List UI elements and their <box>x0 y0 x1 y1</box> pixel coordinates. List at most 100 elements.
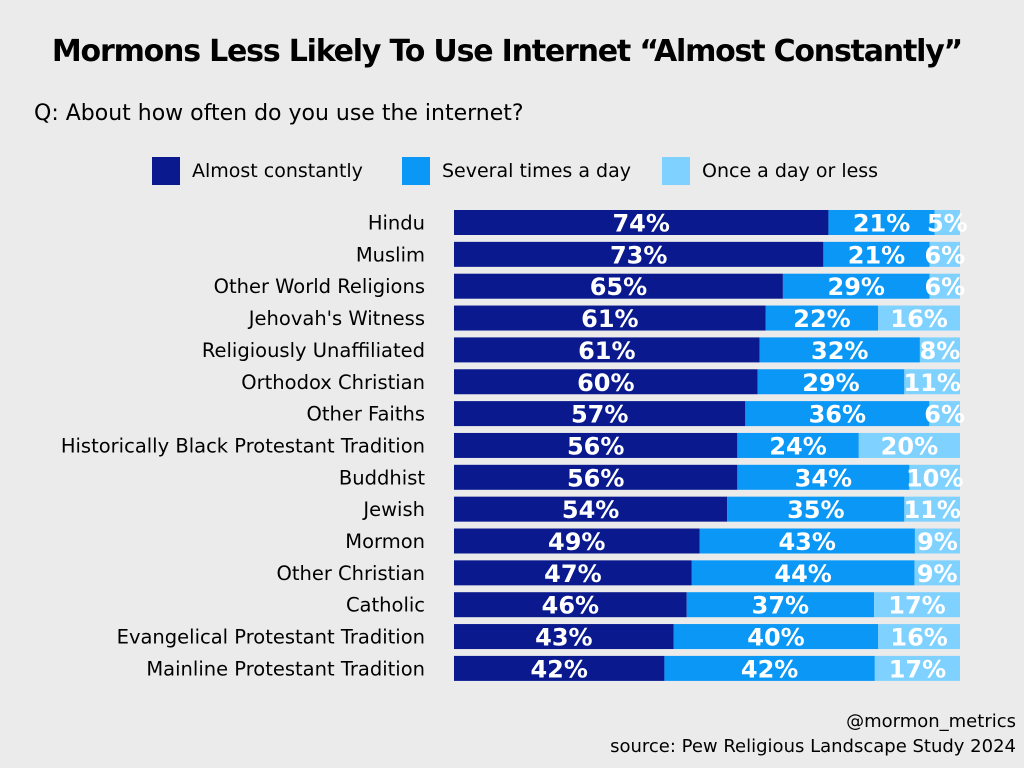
bar-mormon-once-a-day-or-less <box>914 528 960 554</box>
legend-label-almost-constantly: Almost constantly <box>192 160 363 182</box>
bar-mormon-several-times-a-day <box>699 528 915 554</box>
data-label-muslim-once-a-day-or-less: 6% <box>924 241 965 269</box>
data-label-mormon-once-a-day-or-less: 9% <box>917 528 958 556</box>
bar-religiously-unaffiliated-once-a-day-or-less <box>919 337 960 363</box>
bar-catholic-several-times-a-day <box>686 592 874 618</box>
data-label-jewish-several-times-a-day: 35% <box>787 496 844 524</box>
data-label-evangelical-protestant-tradition-several-times-a-day: 40% <box>747 624 804 652</box>
data-label-orthodox-christian-several-times-a-day: 29% <box>802 369 859 397</box>
bar-orthodox-christian-once-a-day-or-less <box>904 369 960 395</box>
bar-other-world-religions-once-a-day-or-less <box>929 273 960 299</box>
data-label-historically-black-protestant-tradition-almost-constantly: 56% <box>567 432 624 460</box>
bar-evangelical-protestant-tradition-once-a-day-or-less <box>878 624 960 650</box>
bar-other-faiths-several-times-a-day <box>745 401 930 427</box>
data-label-hindu-almost-constantly: 74% <box>612 210 669 238</box>
category-label-buddhist: Buddhist <box>339 466 425 489</box>
bar-other-faiths-once-a-day-or-less <box>929 401 960 427</box>
data-label-muslim-almost-constantly: 73% <box>610 241 667 269</box>
legend: Almost constantly Several times a day On… <box>0 0 1024 185</box>
bar-catholic-almost-constantly <box>454 592 687 618</box>
data-label-other-faiths-almost-constantly: 57% <box>571 401 628 429</box>
bar-evangelical-protestant-tradition-several-times-a-day <box>673 624 879 650</box>
data-label-mainline-protestant-tradition-several-times-a-day: 42% <box>741 655 798 683</box>
bar-hindu-once-a-day-or-less <box>934 210 960 235</box>
data-label-other-christian-several-times-a-day: 44% <box>774 560 831 588</box>
bar-jehovah-s-witness-once-a-day-or-less <box>878 305 960 331</box>
category-label-other-christian: Other Christian <box>276 562 425 585</box>
legend-label-several-times-a-day: Several times a day <box>442 160 631 182</box>
bar-historically-black-protestant-tradition-almost-constantly <box>454 432 738 458</box>
data-label-mainline-protestant-tradition-almost-constantly: 42% <box>530 655 587 683</box>
bar-orthodox-christian-several-times-a-day <box>757 369 905 395</box>
data-label-jehovah-s-witness-once-a-day-or-less: 16% <box>890 305 947 333</box>
chart-subtitle: Q: About how often do you use the intern… <box>34 101 524 126</box>
bar-jewish-almost-constantly <box>454 496 728 522</box>
data-label-buddhist-almost-constantly: 56% <box>567 464 624 492</box>
chart-title: Mormons Less Likely To Use Internet “Alm… <box>51 34 963 69</box>
category-label-orthodox-christian: Orthodox Christian <box>241 371 425 394</box>
data-label-mormon-almost-constantly: 49% <box>548 528 605 556</box>
data-label-jewish-once-a-day-or-less: 11% <box>903 496 960 524</box>
data-label-evangelical-protestant-tradition-almost-constantly: 43% <box>535 624 592 652</box>
bar-hindu-almost-constantly <box>454 210 829 235</box>
data-label-orthodox-christian-once-a-day-or-less: 11% <box>903 369 960 397</box>
bar-other-christian-almost-constantly <box>454 560 692 586</box>
bar-mainline-protestant-tradition-once-a-day-or-less <box>874 655 960 681</box>
bar-hindu-several-times-a-day <box>828 210 935 235</box>
legend-entry-almost-constantly: Almost constantly <box>152 156 363 186</box>
bar-mainline-protestant-tradition-almost-constantly <box>454 655 665 681</box>
category-label-hindu: Hindu <box>368 212 425 235</box>
data-label-jehovah-s-witness-several-times-a-day: 22% <box>793 305 850 333</box>
data-label-hindu-once-a-day-or-less: 5% <box>927 210 968 238</box>
bar-other-christian-several-times-a-day <box>691 560 915 586</box>
category-label-muslim: Muslim <box>356 243 425 266</box>
data-label-other-world-religions-several-times-a-day: 29% <box>828 273 885 301</box>
data-label-historically-black-protestant-tradition-several-times-a-day: 24% <box>769 432 826 460</box>
data-label-catholic-almost-constantly: 46% <box>542 592 599 620</box>
data-label-buddhist-several-times-a-day: 34% <box>795 464 852 492</box>
bar-historically-black-protestant-tradition-once-a-day-or-less <box>858 432 960 458</box>
category-label-jewish: Jewish <box>361 498 425 521</box>
data-label-catholic-once-a-day-or-less: 17% <box>888 592 945 620</box>
bar-historically-black-protestant-tradition-several-times-a-day <box>737 432 859 458</box>
bar-other-faiths-almost-constantly <box>454 401 746 427</box>
data-label-orthodox-christian-almost-constantly: 60% <box>577 369 634 397</box>
bar-evangelical-protestant-tradition-almost-constantly <box>454 624 674 650</box>
bar-other-world-religions-almost-constantly <box>454 273 783 299</box>
data-label-jehovah-s-witness-almost-constantly: 61% <box>581 305 638 333</box>
bar-jehovah-s-witness-almost-constantly <box>454 305 766 331</box>
data-label-jewish-almost-constantly: 54% <box>562 496 619 524</box>
legend-swatch-once-a-day-or-less <box>662 157 690 185</box>
bar-buddhist-almost-constantly <box>454 464 738 490</box>
data-label-hindu-several-times-a-day: 21% <box>853 210 910 238</box>
bar-jehovah-s-witness-several-times-a-day <box>765 305 879 331</box>
data-label-mainline-protestant-tradition-once-a-day-or-less: 17% <box>889 655 946 683</box>
data-label-religiously-unaffiliated-almost-constantly: 61% <box>578 337 635 365</box>
data-label-catholic-several-times-a-day: 37% <box>752 592 809 620</box>
data-label-buddhist-once-a-day-or-less: 10% <box>906 464 963 492</box>
category-label-other-world-religions: Other World Religions <box>214 275 425 298</box>
bar-other-world-religions-several-times-a-day <box>782 273 930 299</box>
data-label-other-faiths-once-a-day-or-less: 6% <box>924 401 965 429</box>
data-label-other-world-religions-almost-constantly: 65% <box>590 273 647 301</box>
bar-orthodox-christian-almost-constantly <box>454 369 758 395</box>
bar-jewish-several-times-a-day <box>727 496 905 522</box>
data-label-historically-black-protestant-tradition-once-a-day-or-less: 20% <box>881 432 938 460</box>
data-label-religiously-unaffiliated-once-a-day-or-less: 8% <box>920 337 961 365</box>
category-label-mainline-protestant-tradition: Mainline Protestant Tradition <box>146 657 425 680</box>
bar-religiously-unaffiliated-several-times-a-day <box>759 337 920 363</box>
data-label-mormon-several-times-a-day: 43% <box>778 528 835 556</box>
legend-entry-once-a-day-or-less: Once a day or less <box>662 156 878 186</box>
data-label-religiously-unaffiliated-several-times-a-day: 32% <box>811 337 868 365</box>
bar-buddhist-several-times-a-day <box>737 464 910 490</box>
data-label-other-faiths-several-times-a-day: 36% <box>809 401 866 429</box>
legend-swatch-several-times-a-day <box>402 157 430 185</box>
footer-source: source: Pew Religious Landscape Study 20… <box>610 736 1016 757</box>
bar-muslim-several-times-a-day <box>823 241 930 267</box>
bar-muslim-almost-constantly <box>454 241 824 267</box>
category-label-mormon: Mormon <box>345 530 425 553</box>
category-label-other-faiths: Other Faiths <box>306 403 425 426</box>
data-label-evangelical-protestant-tradition-once-a-day-or-less: 16% <box>890 624 947 652</box>
legend-label-once-a-day-or-less: Once a day or less <box>702 160 879 182</box>
